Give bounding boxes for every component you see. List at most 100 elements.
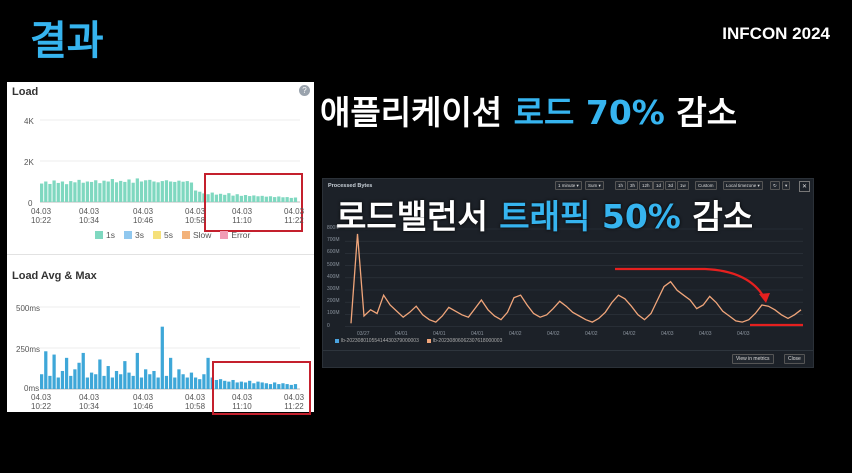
avg-bar [243,382,248,389]
load-bar [252,195,256,202]
load-xtick-date: 04.03 [31,207,52,216]
dash-control-8[interactable]: Custom [695,181,717,190]
avg-xtick: 04.03 11:22 [284,393,304,411]
load-bar [44,181,48,202]
dash-ytick: 600M [327,249,340,256]
load-xtick: 04.03 10:22 [31,207,51,225]
load-bar [281,197,285,202]
avg-xtick: 04.03 10:46 [133,393,153,411]
legend-swatch [123,231,132,239]
dash-control-5[interactable]: 1d [653,181,665,190]
avg-highlight-box [212,361,311,415]
avg-bar [131,375,135,389]
avg-bar [285,384,289,389]
load-xtick: 04.03 10:34 [79,207,99,225]
load-bar [277,196,281,203]
legend-item-5s[interactable]: 5s [152,230,173,240]
load-bar [214,194,219,202]
avg-bar [114,370,119,389]
avg-bar [98,359,102,389]
avg-bar [64,357,69,389]
load-bar [227,193,231,202]
avg-bar [148,374,152,389]
dash-title: Processed Bytes [328,183,373,189]
legend-item-error[interactable]: Error [220,230,250,240]
load-bar [148,179,152,202]
avg-bar [202,374,206,389]
dash-control-4[interactable]: 12h [639,181,653,190]
dash-legend-item[interactable]: lb-20230801055414430379000003 [335,338,419,344]
avg-xtick-time: 11:10 [232,402,252,411]
dash-series-line [350,233,802,324]
panel-divider [7,254,314,255]
dash-xtick: 04/01 [471,331,484,337]
dash-control-7[interactable]: 1w [677,181,689,190]
dash-control-0[interactable]: 1 minute ▾ [555,181,582,190]
avg-bar [193,377,198,389]
load-xtick-date: 04.03 [232,207,253,216]
dash-control-6[interactable]: 3d [665,181,677,190]
view-in-metrics-button[interactable]: View in metrics [732,354,774,364]
dash-control-2[interactable]: 1h [615,181,627,190]
load-bar [69,181,73,202]
load-bar [198,191,202,202]
load-bar [264,196,268,202]
avg-bar [60,370,65,389]
avg-bar [206,357,210,389]
load-bar [56,182,60,203]
load-bar [173,181,177,202]
load-xtick-date: 04.03 [133,207,154,216]
load-bar [202,193,206,202]
legend-item-3s[interactable]: 3s [123,230,144,240]
legend-item-1s[interactable]: 1s [95,230,115,240]
legend-swatch [152,231,161,239]
load-bar [102,180,106,202]
avg-bar [260,382,264,389]
avg-bar [102,375,106,389]
load-xtick-time: 10:46 [133,216,154,225]
avg-bar [223,380,227,389]
avg-bar [44,351,48,389]
load-bar [156,182,160,202]
load-bar [260,195,264,202]
load-bar [181,181,185,202]
legend-item-slow[interactable]: Slow [181,230,211,240]
close-icon[interactable]: ✕ [799,181,810,192]
headline-lb-traffic: 로드밸런서 트래픽 50% 감소 [336,190,753,238]
load-bar [185,181,189,202]
help-icon[interactable]: ? [299,85,310,96]
avg-bar [277,384,281,389]
dash-xtick: 04/03 [699,331,712,337]
dash-control-11[interactable]: ▾ [782,181,791,190]
avg-xtick-time: 10:58 [185,402,206,411]
dash-chart [345,228,803,327]
load-bar [189,182,194,202]
load-bar [110,179,114,202]
dash-control-3[interactable]: 3h [627,181,639,190]
load-bar [160,181,164,202]
avg-bar [94,374,98,389]
avg-bar [119,374,123,389]
avg-bar [185,377,189,389]
load-xtick-date: 04.03 [284,207,305,216]
dash-control-1[interactable]: Sum ▾ [585,181,604,190]
avg-bar [127,372,131,389]
dash-legend-item[interactable]: lb-20230806062307618000003 [426,338,502,344]
dash-ytick: 200M [327,298,340,305]
load-bar [127,179,131,202]
load-bar [40,183,44,202]
load-bar [94,180,98,202]
dash-control-9[interactable]: Local timezone ▾ [723,181,763,190]
avg-xtick-time: 11:22 [284,402,304,411]
dash-control-10[interactable]: ↻ [770,181,780,190]
slide-title: 결과 [30,18,104,64]
headline-app-load: 애플리케이션 로드 70% 감소 [320,86,737,134]
load-bar [169,181,173,202]
load-bar [85,181,90,202]
load-bar [289,197,293,202]
dash-ytick: 400M [327,273,340,280]
load-highlight-box [204,173,303,232]
avg-bar [173,377,177,389]
close-button[interactable]: Close [784,354,805,364]
legend-swatch [95,231,103,239]
